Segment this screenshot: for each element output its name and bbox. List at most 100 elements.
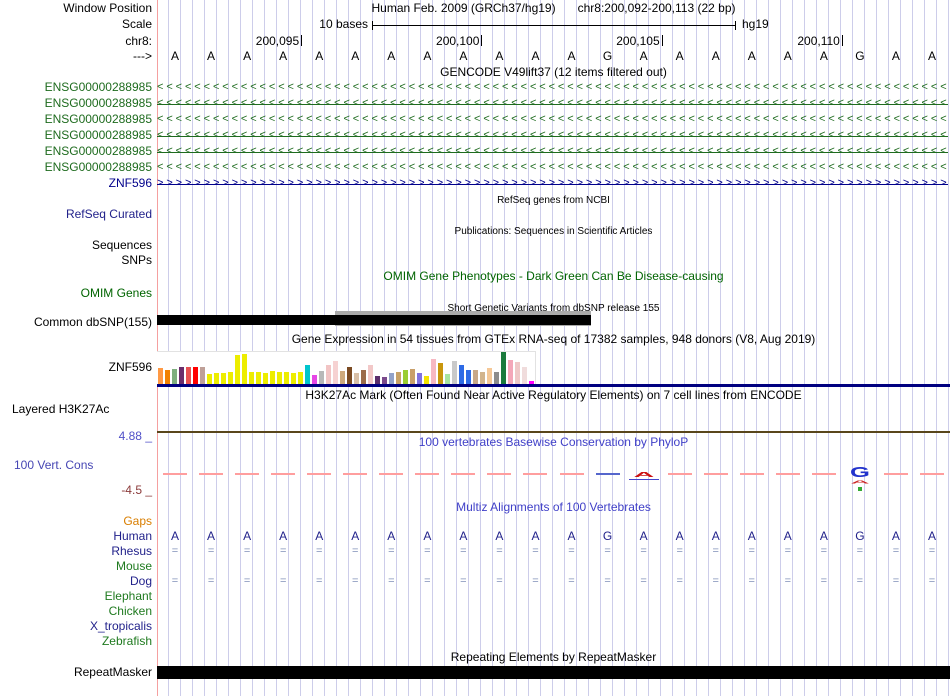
gtex-tissue-bar[interactable] (221, 373, 226, 385)
gtex-gene-label[interactable]: ZNF596 (108, 360, 152, 374)
multiz-species-label[interactable]: Gaps (123, 514, 152, 528)
gtex-tissue-bar[interactable] (487, 368, 492, 385)
multiz-species-label[interactable]: Chicken (108, 604, 152, 618)
gtex-tissue-bar[interactable] (326, 365, 331, 385)
gtex-tissue-bar[interactable] (305, 365, 310, 385)
gencode-item-label[interactable]: ENSG00000288985 (44, 112, 152, 126)
h3k27ac-track-label[interactable]: Layered H3K27Ac (12, 402, 110, 416)
gtex-tissue-bar[interactable] (452, 361, 457, 385)
phylop-dash (703, 473, 728, 475)
gtex-tissue-bar[interactable] (368, 365, 373, 385)
gtex-tissue-bar[interactable] (424, 376, 429, 385)
conservation-track-label[interactable]: 100 Vert. Cons (14, 458, 94, 472)
gtex-tissue-bar[interactable] (333, 361, 338, 385)
gencode-item-label[interactable]: ENSG00000288985 (44, 160, 152, 174)
phylop-dash (235, 473, 260, 475)
gtex-expression-chart[interactable] (157, 351, 536, 385)
gtex-tissue-bar[interactable] (193, 367, 198, 385)
gtex-tissue-bar[interactable] (200, 367, 205, 385)
gtex-tissue-bar[interactable] (417, 373, 422, 385)
gtex-tissue-bar[interactable] (172, 369, 177, 385)
gtex-tissue-bar[interactable] (382, 377, 387, 385)
gencode-item-label[interactable]: ENSG00000288985 (44, 96, 152, 110)
gtex-tissue-bar[interactable] (165, 370, 170, 385)
gtex-tissue-bar[interactable] (242, 354, 247, 385)
base-letter: A (783, 529, 792, 543)
transcript-arrow-row[interactable]: <<<<<<<<<<<<<<<<<<<<<<<<<<<<<<<<<<<<<<<<… (157, 145, 950, 157)
gtex-tissue-bar[interactable] (501, 352, 506, 385)
gtex-tissue-bar[interactable] (515, 362, 520, 385)
gtex-tissue-bar[interactable] (494, 372, 499, 385)
gtex-tissue-bar[interactable] (319, 371, 324, 385)
multiz-species-label[interactable]: Mouse (115, 559, 152, 573)
base-letter: = (604, 575, 611, 587)
gtex-tissue-bar[interactable] (466, 370, 471, 385)
gtex-tissue-bar[interactable] (396, 372, 401, 385)
transcript-arrow-row[interactable]: <<<<<<<<<<<<<<<<<<<<<<<<<<<<<<<<<<<<<<<<… (157, 97, 950, 109)
gtex-tissue-bar[interactable] (263, 373, 268, 385)
multiz-species-label[interactable]: Human (113, 529, 152, 543)
gtex-tissue-bar[interactable] (431, 359, 436, 385)
gtex-tissue-bar[interactable] (354, 373, 359, 385)
multiz-species-label[interactable]: Rhesus (111, 544, 152, 558)
base-letter: = (856, 545, 864, 557)
multiz-species-label[interactable]: Zebrafish (101, 634, 152, 648)
gtex-tissue-bar[interactable] (438, 363, 443, 385)
gtex-tissue-bar[interactable] (508, 360, 513, 385)
gtex-tissue-bar[interactable] (389, 373, 394, 385)
gtex-tissue-bar[interactable] (298, 372, 303, 385)
base-letter: = (532, 575, 539, 587)
dbsnp-track-label[interactable]: Common dbSNP(155) (33, 315, 152, 329)
scale-bar-right-tick (735, 21, 736, 30)
gtex-tissue-bar[interactable] (186, 367, 191, 385)
gencode-item-label[interactable]: ENSG00000288985 (44, 128, 152, 142)
gtex-tissue-bar[interactable] (347, 367, 352, 385)
multiz-species-label[interactable]: Elephant (104, 589, 152, 603)
gtex-tissue-bar[interactable] (256, 372, 261, 385)
transcript-arrow-row[interactable]: <<<<<<<<<<<<<<<<<<<<<<<<<<<<<<<<<<<<<<<<… (157, 113, 950, 125)
gtex-tissue-bar[interactable] (235, 355, 240, 385)
multiz-species-label[interactable]: X_tropicalis (89, 619, 152, 633)
gtex-tissue-bar[interactable] (375, 376, 380, 385)
gtex-tissue-bar[interactable] (214, 373, 219, 385)
gtex-tissue-bar[interactable] (228, 372, 233, 385)
transcript-arrow-row[interactable]: <<<<<<<<<<<<<<<<<<<<<<<<<<<<<<<<<<<<<<<<… (157, 81, 950, 93)
gtex-tissue-bar[interactable] (459, 365, 464, 385)
gtex-tissue-bar[interactable] (179, 367, 184, 385)
transcript-arrow-row[interactable]: <<<<<<<<<<<<<<<<<<<<<<<<<<<<<<<<<<<<<<<<… (157, 129, 950, 141)
gtex-tissue-bar[interactable] (270, 371, 275, 385)
gtex-tissue-bar[interactable] (312, 375, 317, 385)
gtex-tissue-bar[interactable] (522, 367, 527, 385)
refseq-curated-label[interactable]: RefSeq Curated (65, 207, 152, 221)
omim-genes-label[interactable]: OMIM Genes (80, 286, 152, 300)
multiz-species-label[interactable]: Dog (129, 574, 152, 588)
gtex-tissue-bar[interactable] (361, 370, 366, 385)
gtex-tissue-bar[interactable] (473, 370, 478, 385)
repeatmasker-element[interactable] (157, 666, 950, 679)
gtex-tissue-bar[interactable] (480, 372, 485, 385)
gtex-tissue-bar[interactable] (529, 381, 534, 385)
snps-label[interactable]: SNPs (121, 253, 152, 267)
gencode-item-label[interactable]: ENSG00000288985 (44, 80, 152, 94)
gtex-tissue-bar[interactable] (284, 372, 289, 385)
gtex-tissue-bar[interactable] (340, 371, 345, 385)
gtex-tissue-bar[interactable] (158, 368, 163, 385)
sequences-label[interactable]: Sequences (91, 238, 152, 252)
gencode-item-label[interactable]: ZNF596 (108, 176, 152, 190)
transcript-arrow-row[interactable]: <<<<<<<<<<<<<<<<<<<<<<<<<<<<<<<<<<<<<<<<… (157, 161, 950, 173)
transcript-arrow-row[interactable]: >>>>>>>>>>>>>>>>>>>>>>>>>>>>>>>>>>>>>>>>… (157, 177, 950, 189)
gtex-tissue-bar[interactable] (445, 374, 450, 385)
gencode-item-label[interactable]: ENSG00000288985 (44, 144, 152, 158)
base-letter: A (531, 529, 540, 543)
multiz-match-row: = = = = = = = = = = = = = = = = = = = = = = (157, 545, 950, 560)
repeatmasker-track-label[interactable]: RepeatMasker (73, 665, 152, 679)
gtex-tissue-bar[interactable] (410, 369, 415, 385)
gtex-tissue-bar[interactable] (291, 373, 296, 385)
base-letter: A (495, 49, 504, 63)
gtex-tissue-bar[interactable] (207, 374, 212, 385)
dbsnp-black-variant[interactable] (157, 315, 591, 325)
gtex-tissue-bar[interactable] (403, 370, 408, 385)
gtex-tissue-bar[interactable] (249, 372, 254, 385)
gtex-tissue-bar[interactable] (277, 372, 282, 385)
